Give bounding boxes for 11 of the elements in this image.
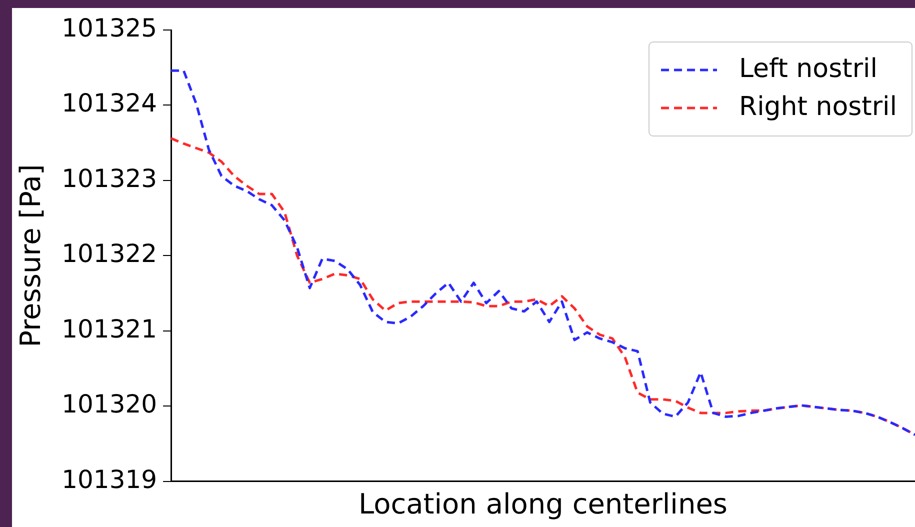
legend-label: Left nostril bbox=[739, 54, 878, 84]
y-tick-label: 101323 bbox=[62, 164, 158, 193]
y-tick-label: 101324 bbox=[62, 88, 158, 118]
y-tick-label: 101321 bbox=[62, 314, 158, 344]
y-axis-title: Pressure [Pa] bbox=[14, 164, 48, 348]
y-tick-label: 101325 bbox=[62, 14, 158, 42]
y-tick-label: 101322 bbox=[62, 239, 158, 268]
x-axis-title: Location along centerlines bbox=[358, 487, 728, 520]
y-tick-label: 101319 bbox=[62, 464, 158, 494]
legend-label: Right nostril bbox=[739, 92, 898, 122]
y-tick-label: 101320 bbox=[62, 390, 158, 419]
